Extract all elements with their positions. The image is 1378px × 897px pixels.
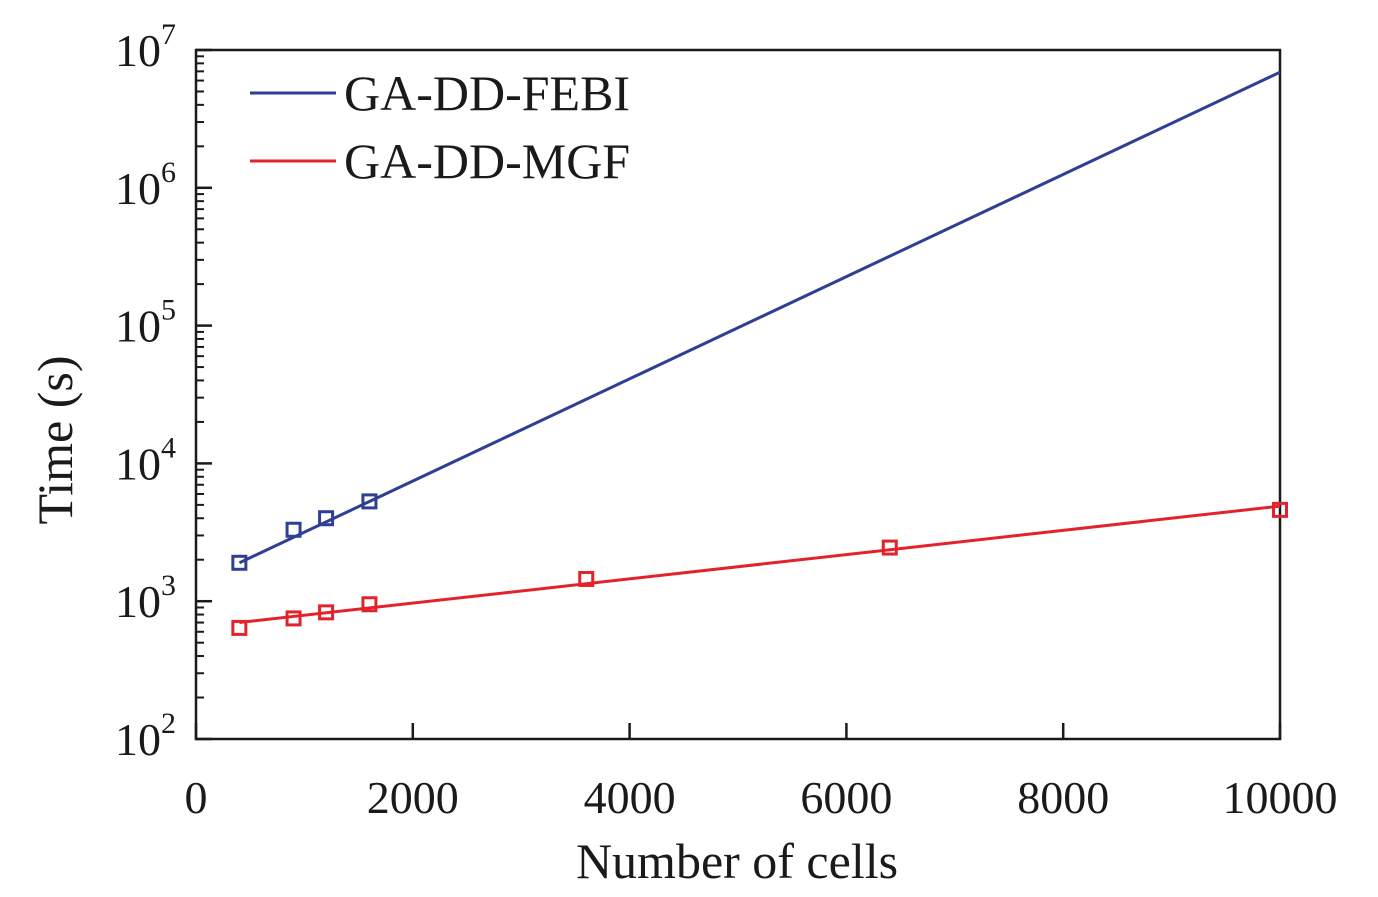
plot-frame <box>194 48 1282 741</box>
fit-line <box>239 504 1281 624</box>
x-tick-label: 8000 <box>1017 772 1109 823</box>
legend-item: GA-DD-MGF <box>250 133 630 189</box>
series-GA-DD-MGF <box>231 501 1288 636</box>
y-tick-labels: 102 103 104 105 106 107 <box>115 18 176 765</box>
data-point <box>1272 501 1288 518</box>
x-axis-label: Number of cells <box>576 833 898 889</box>
data-point <box>361 596 378 613</box>
legend-label: GA-DD-FEBI <box>344 65 630 121</box>
data-point <box>285 521 302 538</box>
data-point <box>361 493 378 510</box>
x-tick-label: 2000 <box>367 772 459 823</box>
y-tick-label: 106 <box>115 156 176 214</box>
y-tick-label: 103 <box>115 569 176 627</box>
y-axis-label: Time (s) <box>27 355 83 524</box>
legend-item: GA-DD-FEBI <box>250 65 630 121</box>
y-tick-label: 104 <box>115 431 176 489</box>
x-tick-label: 6000 <box>800 772 892 823</box>
y-tick-label: 102 <box>115 707 176 765</box>
x-tick-label: 10000 <box>1223 772 1338 823</box>
data-point <box>318 604 335 621</box>
x-tick-label: 4000 <box>584 772 676 823</box>
plot-border <box>194 48 1282 741</box>
x-ticks <box>194 723 1282 739</box>
x-tick-label: 0 <box>185 772 208 823</box>
y-minor-ticks <box>196 55 204 699</box>
series-layer <box>231 70 1288 636</box>
fit-line <box>238 70 1281 565</box>
data-point <box>285 610 302 627</box>
series-GA-DD-FEBI <box>231 70 1281 571</box>
y-major-ticks <box>196 48 212 741</box>
data-point <box>578 570 595 587</box>
y-tick-label: 107 <box>115 18 176 76</box>
x-tick-labels: 0 2000 4000 6000 8000 10000 <box>185 772 1338 823</box>
data-point <box>881 539 898 556</box>
legend-label: GA-DD-MGF <box>344 133 630 189</box>
y-tick-label: 105 <box>115 294 176 352</box>
data-point <box>231 554 248 571</box>
data-point <box>318 510 335 527</box>
data-point <box>231 619 248 636</box>
legend: GA-DD-FEBI GA-DD-MGF <box>250 65 630 189</box>
